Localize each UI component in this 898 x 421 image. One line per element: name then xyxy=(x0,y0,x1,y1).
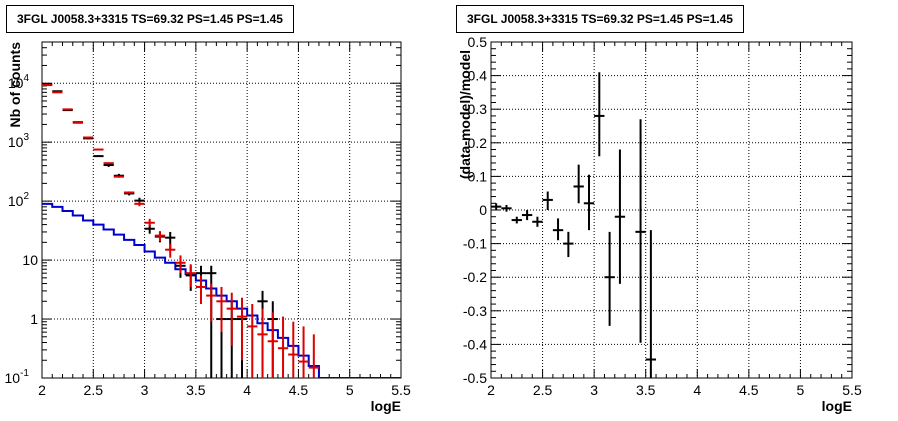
y-tick-label: 102 xyxy=(8,191,30,209)
x-tick-label: 5.5 xyxy=(842,382,862,398)
x-tick-label: 3.5 xyxy=(186,382,206,398)
left-chart-title: 3FGL J0058.3+3315 TS=69.32 PS=1.45 PS=1.… xyxy=(6,5,294,33)
x-tick-label: 3 xyxy=(590,382,598,398)
y-tick-label: 103 xyxy=(8,132,30,150)
y-tick-label: 104 xyxy=(8,73,30,91)
x-tick-label: 3 xyxy=(141,382,149,398)
y-tick-label: 0.4 xyxy=(468,68,488,84)
x-tick-label: 4 xyxy=(693,382,701,398)
y-tick-label: -0.2 xyxy=(463,269,487,285)
right-chart-title: 3FGL J0058.3+3315 TS=69.32 PS=1.45 PS=1.… xyxy=(456,5,744,33)
x-tick-label: 3.5 xyxy=(636,382,656,398)
source-model-step-line xyxy=(42,202,401,378)
x-axis-title: logE xyxy=(822,398,852,414)
y-tick-label: -0.1 xyxy=(463,236,487,252)
x-tick-label: 4.5 xyxy=(289,382,309,398)
y-axis-title: Nb of counts xyxy=(7,42,23,128)
y-tick-label: 0 xyxy=(479,202,487,218)
x-tick-label: 2 xyxy=(38,382,46,398)
y-tick-label: -0.4 xyxy=(463,336,487,352)
x-tick-label: 2 xyxy=(487,382,495,398)
left-counts-plot: 2 2.5 3 3.5 4 4.5 5 5.5 10-1 1 10 102 103 104 logE Nb o… xyxy=(5,41,411,414)
x-tick-label: 5 xyxy=(797,382,805,398)
left-plot-area xyxy=(42,83,401,378)
y-axis-title: (data-model)/model xyxy=(457,50,473,179)
x-tick-label: 2.5 xyxy=(84,382,104,398)
x-tick-label: 4 xyxy=(243,382,251,398)
y-tick-label: 0.3 xyxy=(468,101,488,117)
y-tick-label: -0.3 xyxy=(463,303,487,319)
y-tick-label: 1 xyxy=(30,311,38,327)
right-plot-area xyxy=(491,72,657,378)
y-tick-label: 0.5 xyxy=(468,34,488,50)
x-tick-label: 4.5 xyxy=(739,382,759,398)
x-tick-label: 5 xyxy=(346,382,354,398)
y-tick-label: -0.5 xyxy=(463,370,487,386)
y-tick-label: 10-1 xyxy=(5,368,30,386)
y-tick-label: 0.2 xyxy=(468,135,488,151)
y-tick-label: 10 xyxy=(22,252,38,268)
x-tick-label: 5.5 xyxy=(391,382,411,398)
right-residual-plot: 2 2.5 3 3.5 4 4.5 5 5.5 -0.5 -0.4 -0.3 -0.2 -0.1 0 0.1… xyxy=(457,34,862,414)
x-axis-title: logE xyxy=(371,398,401,414)
y-tick-label: 0.1 xyxy=(468,168,488,184)
x-tick-label: 2.5 xyxy=(533,382,553,398)
